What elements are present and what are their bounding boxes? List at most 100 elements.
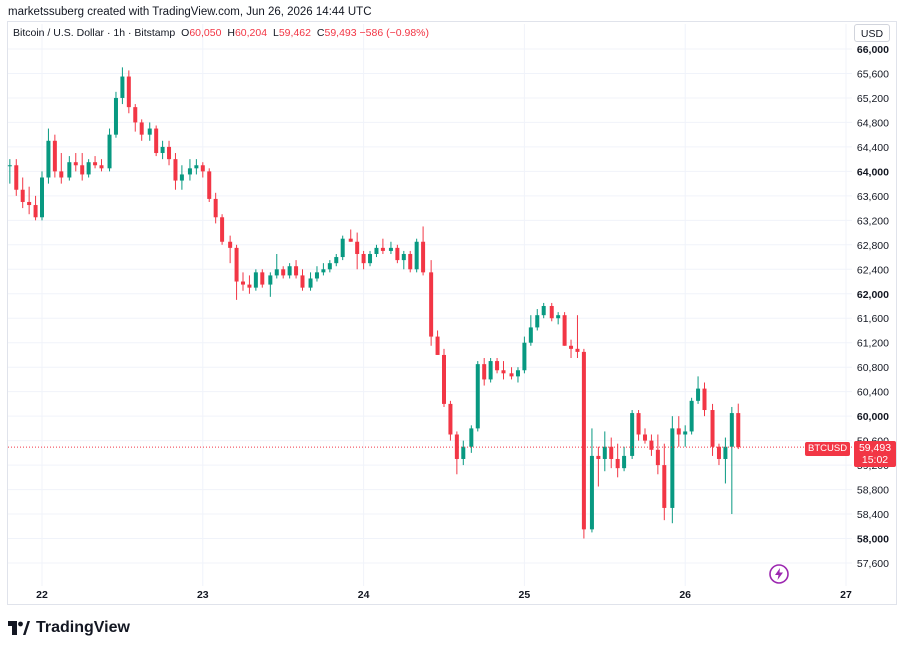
legend-symbol: Bitcoin / U.S. Dollar · 1h · Bitstamp (13, 27, 176, 39)
candle (622, 446, 627, 472)
candle-body (179, 174, 184, 181)
candle (575, 315, 580, 359)
candle-body (113, 97, 118, 135)
legend-open-label: O (181, 27, 190, 39)
candle (515, 367, 520, 383)
candle (321, 263, 326, 276)
candle-body (556, 315, 561, 319)
tradingview-logo[interactable]: TradingView (8, 619, 130, 637)
candle (475, 361, 480, 432)
y-tick-label: 57,600 (857, 558, 889, 570)
candle-body (482, 364, 487, 380)
candle-body (636, 413, 641, 435)
candle-body (348, 238, 353, 242)
candle-body (173, 159, 178, 181)
candle (429, 260, 434, 346)
x-tick-label: 27 (840, 589, 852, 601)
y-tick-label: 60,400 (857, 387, 889, 399)
candle-body (27, 201, 32, 206)
candle (501, 361, 506, 380)
candle (581, 348, 586, 539)
candle (20, 177, 25, 209)
candle (589, 428, 594, 533)
candle (710, 403, 715, 456)
candle-body (469, 428, 474, 447)
candle (488, 358, 493, 383)
candle (615, 443, 620, 478)
candle-body (281, 269, 286, 276)
candle-body (52, 140, 57, 172)
candle-body (268, 275, 273, 285)
candle (173, 153, 178, 190)
y-tick-label: 58,800 (857, 485, 889, 497)
candle-body (388, 247, 393, 251)
y-tick-label: 58,000 (857, 534, 889, 546)
candle (126, 70, 131, 114)
candle-body (442, 354, 446, 404)
y-axis-labels: 66,000 65,600 65,200 64,800 64,400 64,000 63,6… (857, 44, 889, 570)
candle (636, 410, 641, 441)
candle (287, 263, 292, 279)
candle-body (622, 455, 627, 469)
candle-body (716, 446, 721, 459)
legend-change: −586 (−0.98%) (359, 27, 429, 39)
candle (469, 425, 474, 453)
candle-body (7, 165, 12, 167)
legend-low-label: L (273, 27, 279, 39)
candle-body (200, 165, 205, 172)
candle (662, 443, 667, 521)
candle (147, 122, 152, 141)
candle-body (213, 198, 218, 218)
candle-body (368, 253, 373, 264)
candle-body (187, 168, 192, 175)
legend-close-value: 59,493 (324, 27, 357, 39)
candle-body (569, 345, 574, 349)
symbol-legend: Bitcoin / U.S. Dollar · 1h · Bitstamp O6… (13, 27, 429, 39)
candle-body (160, 146, 165, 154)
candle (689, 397, 694, 435)
candle (395, 244, 400, 264)
candle-body (408, 253, 413, 270)
candle-body (314, 272, 319, 279)
candle (368, 250, 373, 267)
x-axis-labels: 22 23 24 25 26 27 (36, 589, 852, 601)
candle-body (702, 388, 707, 411)
chart-frame[interactable] (7, 21, 897, 605)
candle-body (454, 434, 459, 459)
candle (308, 272, 313, 291)
candle (736, 403, 741, 450)
candle-body (327, 263, 332, 270)
candle (596, 446, 601, 487)
candle-body (676, 428, 681, 435)
last-price-value: 59,493 (858, 442, 892, 454)
candle-body (575, 348, 580, 352)
candle-body (241, 281, 245, 285)
last-price-tag: 59,493 15:02 (854, 441, 896, 467)
candle (355, 232, 360, 270)
candle (93, 156, 98, 169)
candle (696, 376, 701, 404)
candle (200, 162, 205, 178)
candle (670, 416, 675, 524)
candle (421, 226, 426, 276)
currency-button[interactable]: USD (854, 24, 890, 42)
y-tick-label: 66,000 (857, 44, 889, 56)
candle (556, 312, 561, 325)
candle-body (107, 134, 112, 169)
candle-body (528, 327, 533, 343)
bar-countdown: 15:02 (861, 454, 889, 466)
candle-body (154, 128, 159, 154)
candle (274, 253, 279, 279)
candle-body (308, 278, 313, 288)
candle (187, 159, 192, 181)
tradingview-logo-text: TradingView (36, 619, 130, 636)
x-tick-label: 24 (358, 589, 370, 601)
candle (340, 235, 345, 261)
candle (676, 416, 681, 447)
replay-lightning-icon[interactable] (768, 563, 790, 585)
candle-body (321, 269, 326, 273)
candle (562, 312, 567, 346)
candle-body (501, 370, 506, 374)
candle-body (541, 306, 546, 316)
